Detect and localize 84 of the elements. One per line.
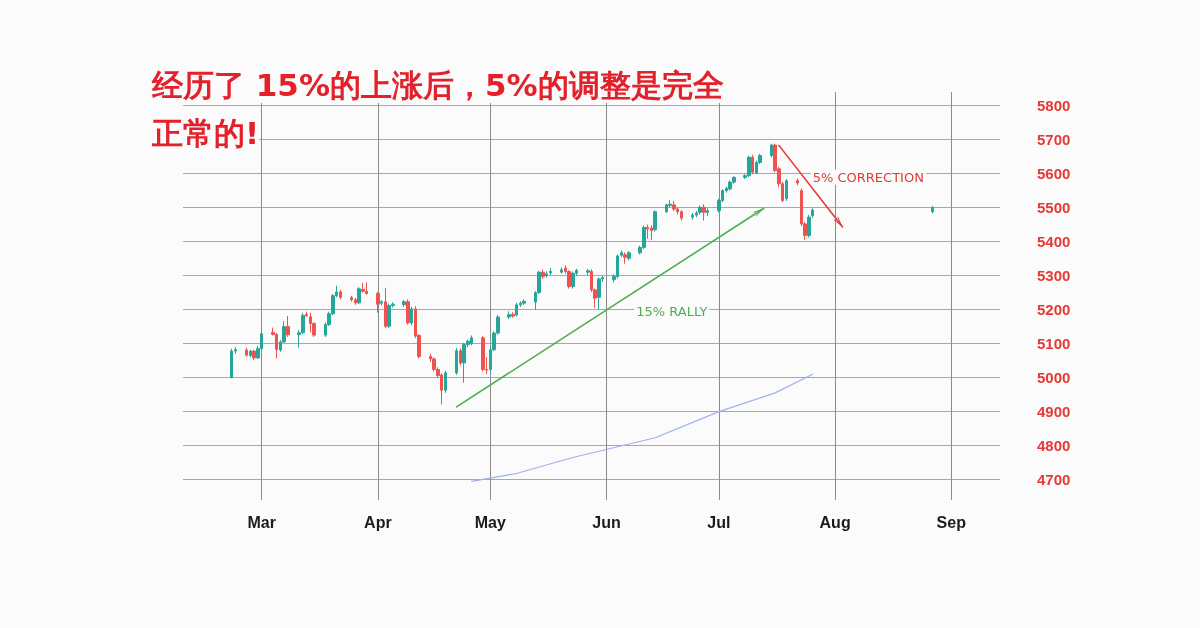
y-tick-label: 5300 [1037, 267, 1071, 285]
candlestick [691, 212, 694, 221]
y-tick-label: 4900 [1037, 403, 1071, 421]
candlestick [796, 177, 799, 186]
y-tick-label: 5600 [1037, 165, 1071, 183]
y-tick-label: 5500 [1037, 199, 1071, 217]
y-tick-label: 4800 [1037, 437, 1071, 455]
candlestick [586, 268, 590, 276]
candlestick [376, 291, 380, 314]
candlestick [507, 310, 511, 320]
candlestick [665, 203, 668, 214]
candlestick [384, 287, 387, 329]
candlestick [597, 277, 601, 311]
y-tick-label: 5700 [1037, 131, 1071, 149]
y-tick-label: 5200 [1037, 301, 1071, 319]
candlestick [770, 143, 773, 158]
x-tick-label: Sep [936, 513, 967, 531]
series-label: 5% CORRECTION [812, 169, 924, 185]
candlestick [380, 299, 383, 307]
candlestick [387, 302, 391, 329]
candlestick [350, 295, 353, 302]
candlestick [455, 347, 458, 376]
candlestick [444, 370, 447, 394]
candlestick [541, 268, 545, 280]
candlestick [354, 297, 357, 306]
candlestick [646, 224, 649, 240]
candlestick [728, 179, 732, 192]
candlestick [286, 315, 290, 338]
y-tick-label: 5000 [1037, 369, 1071, 387]
y-tick-label: 5400 [1037, 233, 1071, 251]
candlestick [515, 302, 518, 317]
candlestick [751, 154, 754, 175]
candlestick [357, 286, 361, 305]
candlestick [365, 281, 368, 296]
candlestick [653, 209, 657, 232]
candlestick [230, 348, 233, 379]
candlestick [698, 205, 702, 215]
y-tick-label: 4700 [1037, 471, 1071, 489]
chart-title: 经历了 15%的上涨后，5%的调整是完全正常的! [152, 67, 724, 151]
candlestick [680, 209, 683, 222]
candlestick [470, 334, 473, 346]
x-tick-label: Jun [592, 513, 621, 531]
candlestick [747, 155, 751, 178]
line-series [470, 373, 814, 482]
candlestick [702, 203, 706, 222]
candlestick [785, 178, 788, 202]
series-label: 15% RALLY [636, 304, 708, 320]
candlestick [616, 254, 619, 279]
candlestick [361, 282, 365, 294]
candlestick [931, 205, 934, 214]
candlestick [511, 311, 515, 319]
y-tick-label: 5100 [1037, 335, 1071, 353]
x-tick-label: Mar [247, 513, 276, 531]
candlestick [522, 298, 526, 306]
candlestick [560, 266, 563, 275]
candlestick [459, 347, 462, 366]
candlestick [623, 251, 627, 265]
candlestick [650, 224, 653, 241]
candlestick [249, 349, 252, 358]
candlestick [410, 306, 413, 326]
candlestick [275, 332, 278, 360]
candlestick [567, 269, 571, 290]
x-tick-label: May [474, 513, 506, 531]
x-tick-label: Aug [819, 513, 851, 531]
candlestick [462, 342, 466, 384]
candlestick [549, 267, 552, 276]
candlestick [668, 199, 672, 209]
candlestick [545, 271, 548, 279]
candlestick [305, 311, 308, 318]
candlestick [672, 200, 676, 212]
candlestick [571, 271, 575, 290]
candlestick [245, 347, 248, 358]
x-tick-label: Apr [364, 513, 392, 531]
y-tick-label: 5800 [1037, 97, 1071, 115]
candlestick [406, 298, 410, 326]
candlestick [695, 210, 698, 218]
candlestick [309, 312, 312, 333]
candlestick [706, 207, 709, 217]
candlestick [402, 299, 406, 308]
candlestick [481, 335, 485, 372]
x-tick-label: Jul [707, 513, 731, 531]
candlestick [252, 349, 256, 361]
candlestick [339, 289, 342, 300]
candlestick [627, 250, 631, 261]
